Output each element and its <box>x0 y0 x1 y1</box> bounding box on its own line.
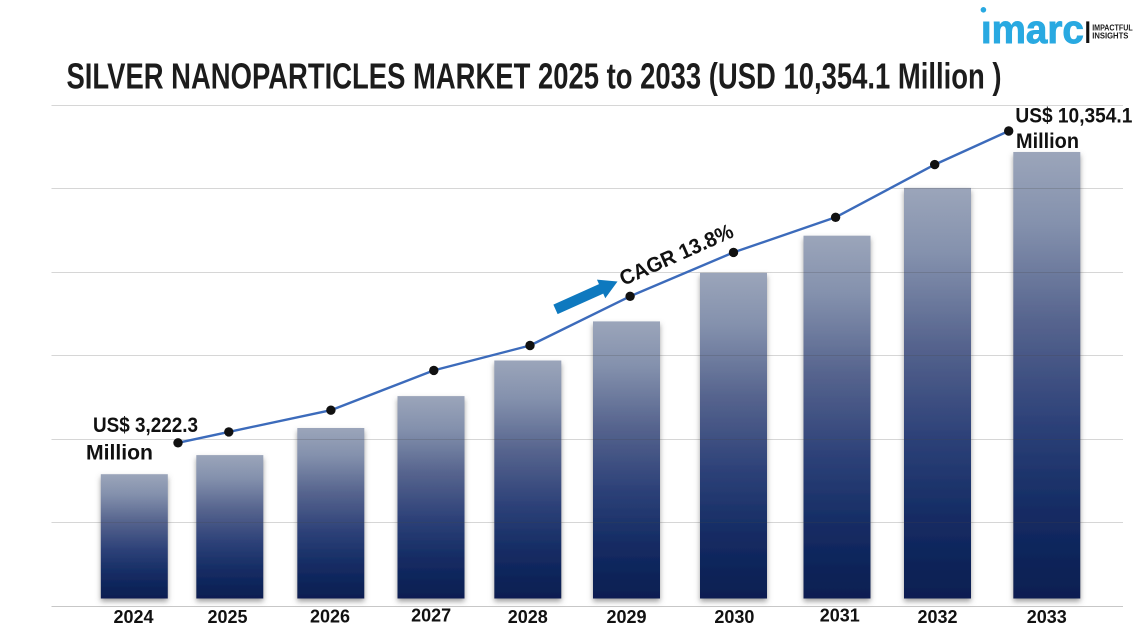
svg-text:2024: 2024 <box>113 607 153 627</box>
svg-text:2033: 2033 <box>1027 607 1067 627</box>
svg-text:ımarc: ımarc <box>981 8 1084 52</box>
svg-text:2030: 2030 <box>714 607 754 627</box>
svg-text:IMPACTFUL: IMPACTFUL <box>1092 23 1133 32</box>
svg-text:2026: 2026 <box>310 607 350 627</box>
svg-text:2032: 2032 <box>917 607 957 627</box>
svg-text:INSIGHTS: INSIGHTS <box>1092 31 1128 40</box>
svg-text:2031: 2031 <box>820 605 860 625</box>
svg-text:US$ 3,222.3: US$ 3,222.3 <box>93 414 198 437</box>
svg-text:SILVER NANOPARTICLES MARKET 20: SILVER NANOPARTICLES MARKET 2025 to 2033… <box>67 56 1002 97</box>
svg-text:Million: Million <box>86 442 153 465</box>
svg-text:2025: 2025 <box>207 607 247 627</box>
svg-text:2027: 2027 <box>411 606 451 626</box>
svg-text:2029: 2029 <box>606 607 646 627</box>
svg-text:Million: Million <box>1016 130 1079 153</box>
svg-text:2028: 2028 <box>508 607 548 627</box>
svg-text:US$ 10,354.1: US$ 10,354.1 <box>1015 105 1132 128</box>
